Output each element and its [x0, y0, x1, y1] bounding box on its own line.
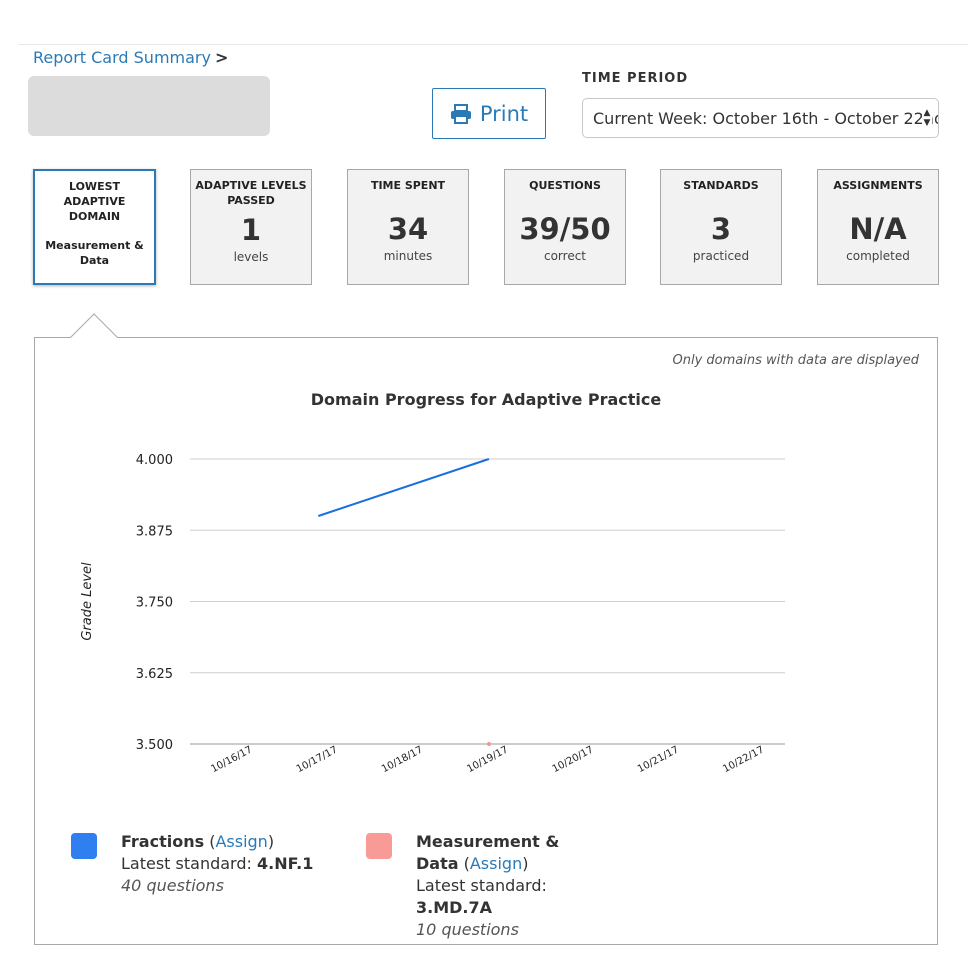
card-adaptive-levels-passed[interactable]: ADAPTIVE LEVELS PASSED 1 levels [190, 169, 312, 285]
card-value: 3 [710, 212, 732, 246]
header-divider [18, 44, 968, 45]
legend-name: Measurement & Data [416, 832, 560, 873]
legend-questions: 40 questions [121, 876, 224, 895]
breadcrumb-separator: > [214, 48, 229, 67]
print-button[interactable]: Print [432, 88, 546, 139]
card-title: QUESTIONS [529, 179, 601, 192]
printer-icon [450, 103, 471, 124]
y-tick-label: 3.875 [136, 524, 173, 539]
card-title: TIME SPENT [370, 179, 446, 192]
series-line-fractions [317, 458, 490, 517]
card-standards[interactable]: STANDARDS 3 practiced [660, 169, 782, 285]
time-period-label: TIME PERIOD [582, 71, 689, 86]
legend-standard: 3.MD.7A [416, 898, 493, 917]
legend-text: Fractions (Assign) Latest standard: 4.NF… [121, 832, 314, 895]
card-unit: completed [846, 249, 910, 263]
x-tick-label: 10/16/17 [209, 744, 254, 775]
y-tick-label: 3.625 [136, 667, 173, 682]
card-unit: minutes [383, 249, 433, 263]
legend-questions: 10 questions [416, 920, 519, 939]
legend-swatch-fractions [71, 833, 97, 859]
breadcrumb-link[interactable]: Report Card Summary [33, 48, 211, 67]
y-tick-label: 3.500 [136, 738, 173, 753]
legend-name: Fractions [121, 832, 205, 851]
x-tick-label: 10/21/17 [636, 744, 681, 775]
legend-standard-label: Latest standard: [121, 854, 252, 873]
chart-title: Domain Progress for Adaptive Practice [310, 390, 662, 409]
card-unit: correct [543, 249, 587, 263]
assign-link[interactable]: Assign [215, 832, 268, 851]
student-name-placeholder [28, 76, 270, 136]
select-arrows-icon: ▲ ▼ [922, 108, 932, 128]
x-tick-label: 10/18/17 [380, 744, 425, 775]
legend-standard: 4.NF.1 [256, 854, 314, 873]
card-subtitle: Measurement & Data [45, 239, 144, 267]
x-tick-label: 10/19/17 [465, 744, 510, 775]
card-value: N/A [849, 212, 907, 246]
series-point-measurement-data [486, 742, 491, 746]
card-lowest-adaptive-domain[interactable]: LOWEST ADAPTIVE DOMAIN Measurement & Dat… [33, 169, 156, 285]
card-questions[interactable]: QUESTIONS 39/50 correct [504, 169, 626, 285]
legend-swatch-measurement-data [366, 833, 392, 859]
y-tick-label: 3.750 [136, 596, 173, 611]
time-period-value: Current Week: October 16th - October 22n… [593, 108, 939, 128]
card-assignments[interactable]: ASSIGNMENTS N/A completed [817, 169, 939, 285]
x-tick-label: 10/22/17 [721, 744, 766, 775]
card-unit: practiced [692, 249, 750, 263]
panel-note: Only domains with data are displayed [672, 353, 919, 368]
card-title: ASSIGNMENTS [833, 179, 923, 192]
panel-pointer [70, 313, 118, 338]
domain-progress-panel: Only domains with data are displayed Dom… [34, 337, 938, 945]
breadcrumb: Report Card Summary > [33, 48, 228, 67]
legend-text: Measurement & Data (Assign) Latest stand… [416, 832, 560, 939]
card-title: ADAPTIVE LEVELS PASSED [195, 179, 307, 207]
domain-progress-chart: 4.000 3.875 3.750 3.625 3.500 10/16/17 10/17/1… [80, 453, 785, 775]
card-value: 34 [387, 212, 429, 246]
card-title: STANDARDS [683, 179, 759, 192]
card-time-spent[interactable]: TIME SPENT 34 minutes [347, 169, 469, 285]
x-tick-label: 10/20/17 [551, 744, 596, 775]
card-unit: levels [233, 250, 269, 264]
y-tick-label: 4.000 [136, 453, 173, 468]
legend-standard-label: Latest standard: [416, 876, 547, 895]
card-value: 1 [240, 213, 262, 247]
x-tick-label: 10/17/17 [295, 744, 340, 775]
y-axis-label: Grade Level [80, 562, 95, 641]
card-title: LOWEST ADAPTIVE DOMAIN [63, 180, 126, 223]
time-period-select[interactable]: Current Week: October 16th - October 22n… [582, 98, 939, 138]
print-label: Print [479, 101, 529, 126]
assign-link[interactable]: Assign [469, 854, 523, 873]
card-value: 39/50 [519, 212, 611, 246]
